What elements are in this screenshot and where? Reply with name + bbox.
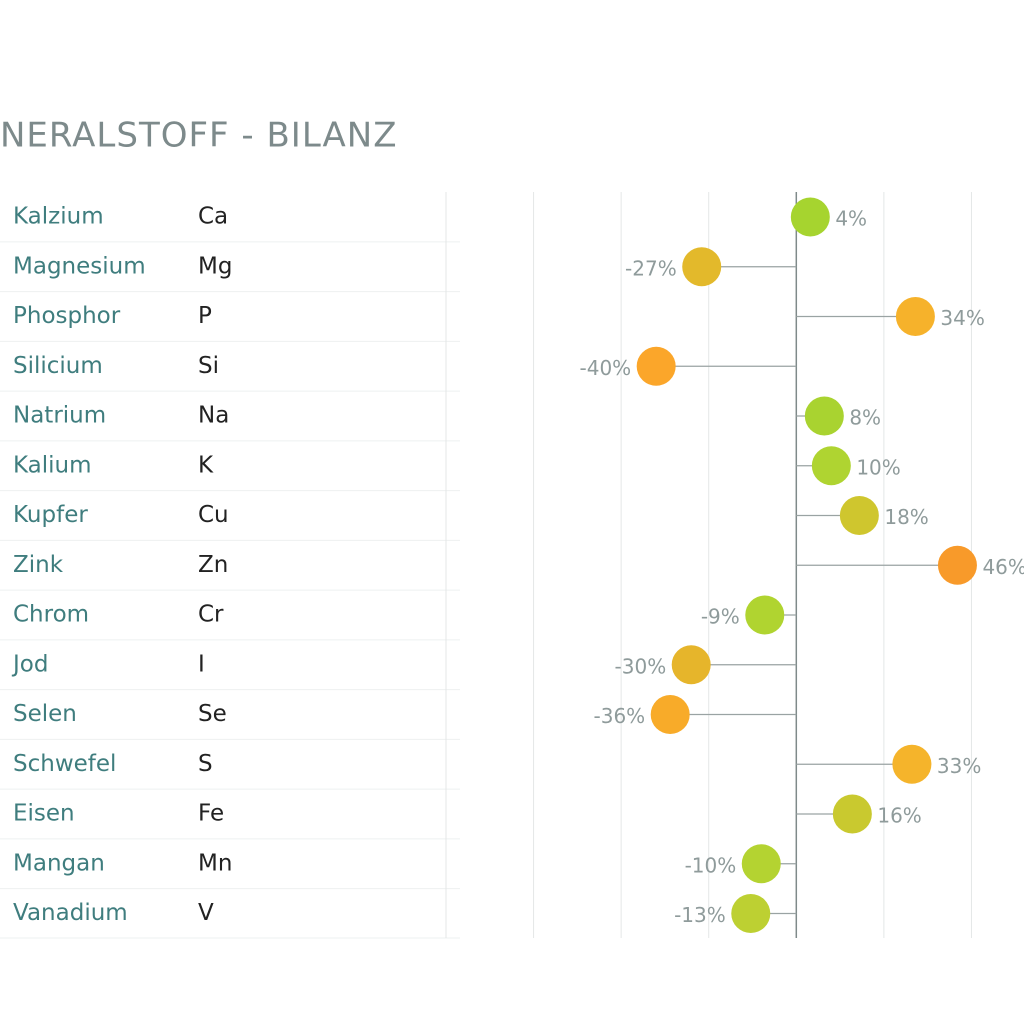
value-label: -27% (625, 256, 677, 280)
category-label: Kalzium (13, 204, 104, 230)
value-label: -36% (594, 704, 646, 728)
dot (650, 695, 690, 734)
dot (731, 894, 771, 933)
dot (741, 844, 781, 884)
symbol-label: Si (198, 353, 219, 379)
dot (811, 446, 851, 486)
category-label: Natrium (13, 403, 106, 429)
dot (895, 297, 935, 336)
category-label: Vanadium (13, 900, 128, 926)
symbol-label: S (198, 751, 213, 777)
category-label: Schwefel (13, 751, 116, 777)
chart-title: NERALSTOFF - BILANZ (0, 116, 398, 156)
value-label: 16% (877, 804, 921, 828)
value-label: 18% (884, 505, 928, 529)
category-label: Jod (11, 651, 48, 677)
symbol-label: Fe (198, 801, 224, 827)
value-label: 46% (982, 555, 1024, 579)
dot (745, 595, 785, 635)
symbol-label: Se (198, 701, 227, 727)
value-label: 4% (835, 207, 867, 231)
value-label: 8% (849, 406, 881, 430)
symbol-label: Mg (198, 253, 232, 279)
symbol-label: K (198, 452, 214, 478)
symbol-label: Mn (198, 850, 232, 876)
value-label: 33% (937, 754, 981, 778)
symbol-label: P (198, 303, 212, 329)
symbol-label: Cr (198, 602, 224, 628)
value-label: 10% (856, 455, 900, 479)
dot (682, 247, 722, 287)
value-label: -30% (615, 654, 667, 678)
category-label: Chrom (13, 602, 89, 628)
value-label: -10% (685, 853, 737, 877)
symbol-label: Cu (198, 502, 229, 528)
category-label: Mangan (13, 850, 105, 876)
value-label: 34% (940, 306, 984, 330)
dot (671, 645, 711, 685)
dot (832, 794, 872, 834)
value-label: -9% (701, 605, 740, 629)
dot (790, 197, 830, 237)
dot (804, 396, 844, 436)
dot (839, 496, 879, 535)
value-label: -13% (674, 903, 726, 927)
category-label: Phosphor (13, 303, 121, 329)
symbol-label: V (198, 900, 214, 926)
symbol-label: Na (198, 403, 229, 429)
category-label: Selen (13, 701, 77, 727)
category-label: Kupfer (13, 502, 88, 528)
symbol-label: Ca (198, 204, 228, 230)
dot (937, 545, 977, 585)
category-label: Kalium (13, 452, 92, 478)
symbol-label: I (198, 651, 205, 677)
dot (636, 346, 676, 386)
category-label: Zink (13, 552, 64, 578)
category-label: Magnesium (13, 253, 146, 279)
dot (892, 744, 932, 784)
symbol-label: Zn (198, 552, 228, 578)
category-label: Eisen (13, 801, 75, 827)
category-label: Silicium (13, 353, 103, 379)
value-label: -40% (580, 356, 632, 380)
